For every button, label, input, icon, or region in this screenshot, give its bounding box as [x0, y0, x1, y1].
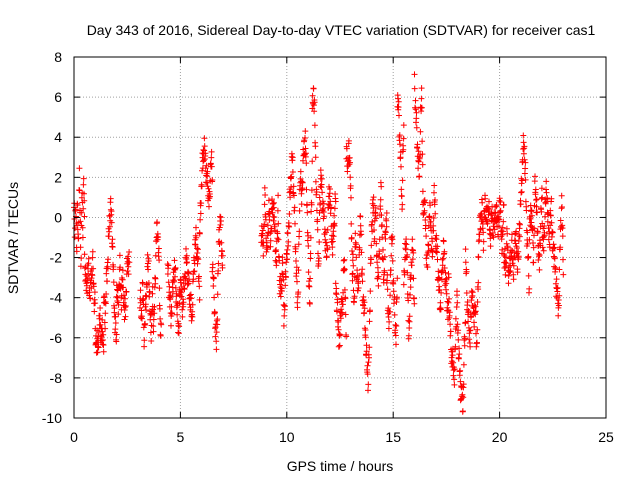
y-tick-label: 8	[54, 49, 62, 65]
x-tick-label: 15	[385, 429, 401, 445]
sdtvar-points-segment-24	[400, 236, 418, 342]
sdtvar-points-segment-7	[164, 257, 184, 337]
sdtvar-points-segment-35	[526, 173, 546, 273]
sdtvar-points-segment-12	[275, 220, 290, 329]
sdtvar-points-segment-23	[394, 92, 407, 213]
chart-title: Day 343 of 2016, Sidereal Day-to-day VTE…	[87, 22, 596, 38]
x-tick-label: 20	[492, 429, 508, 445]
sdtvar-points-segment-31	[475, 192, 499, 261]
sdtvar-points-segment-30	[462, 246, 482, 350]
x-tick-label: 5	[177, 429, 185, 445]
sdtvar-points-segment-4	[113, 249, 133, 323]
sdtvar-points-segment-9	[196, 135, 216, 237]
sdtvar-points-segment-10	[209, 213, 226, 353]
sdtvar-points-segment-17	[332, 256, 350, 350]
y-tick-label: -4	[50, 290, 63, 306]
x-tick-label: 0	[70, 429, 78, 445]
sdtvar-points-segment-26	[420, 182, 439, 271]
plot-frame	[73, 56, 607, 419]
sdtvar-points-segment-29	[454, 292, 469, 415]
sdtvar-points-segment-19	[349, 213, 367, 309]
y-tick-label: 2	[54, 169, 62, 185]
sdtvar-points-segment-22	[383, 233, 401, 348]
sdtvar-points-segment-28	[445, 270, 460, 388]
sdtvar-points-segment-25	[411, 71, 426, 195]
sdtvar-points-segment-1	[81, 248, 99, 315]
sdtvar-points-segment-3	[100, 195, 120, 345]
x-tick-label: 25	[598, 429, 614, 445]
sdtvar-points-segment-18	[343, 137, 356, 284]
y-axis-label: SDTVAR / TECUs	[5, 182, 21, 294]
sdtvar-points-segment-13	[283, 150, 305, 311]
sdtvar-points-segment-20	[360, 194, 377, 394]
sdtvar-points-segment-5	[137, 251, 156, 350]
y-tick-label: -8	[50, 370, 63, 386]
sdtvar-points-segment-6	[149, 219, 165, 339]
sdtvar-points-segment-33	[500, 225, 522, 287]
y-tick-label: -2	[50, 250, 63, 266]
y-tick-label: 4	[54, 129, 62, 145]
x-axis-label: GPS time / hours	[287, 458, 394, 474]
sdtvar-points-segment-37	[549, 192, 567, 319]
sdtvar-points-segment-27	[432, 232, 452, 323]
sdtvar-points-segment-34	[515, 132, 533, 296]
sdtvar-points-segment-8	[177, 224, 203, 324]
y-tick-label: 6	[54, 89, 62, 105]
sdtvar-points-segment-14	[298, 128, 316, 307]
sdtvar-points-segment-21	[371, 179, 390, 289]
sdtvar-points-segment-36	[539, 178, 556, 254]
y-tick-label: 0	[54, 209, 62, 225]
y-tick-label: -6	[50, 330, 63, 346]
sdtvar-points-segment-11	[258, 184, 282, 269]
sdtvar-points-segment-16	[317, 167, 339, 261]
data-layer	[71, 71, 567, 415]
y-tick-label: -10	[42, 410, 62, 426]
sdtvar-points-segment-15	[309, 85, 324, 269]
axis-layer: 0 5 10 15 20 25 -10 -8 -6 -4 -2 0 2 4 6 8	[42, 49, 614, 445]
sdtvar-points-segment-2	[92, 305, 107, 356]
x-tick-label: 10	[279, 429, 295, 445]
